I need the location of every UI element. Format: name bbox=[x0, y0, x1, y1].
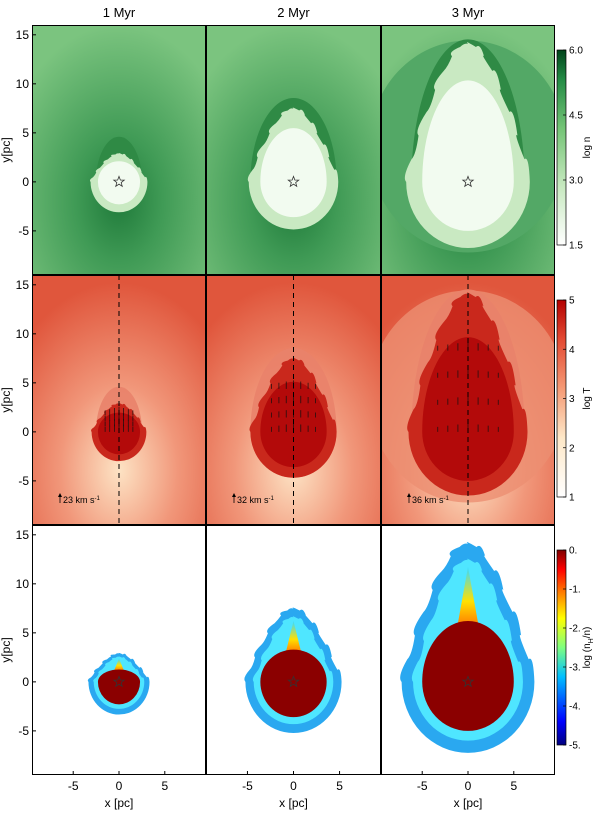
y-tick-label: 5 bbox=[22, 626, 29, 640]
y-tick-label: 15 bbox=[16, 528, 30, 542]
panel-temperature-1: 23 km s-1 bbox=[32, 275, 206, 525]
colorbar-tick-label: 1.5 bbox=[569, 241, 583, 252]
velocity-label: 36 km s-1 bbox=[412, 495, 450, 505]
panel-density-2 bbox=[206, 25, 381, 275]
y-axis-label: y[pc] bbox=[0, 387, 13, 412]
column-title: 3 Myr bbox=[452, 5, 485, 20]
x-tick-label: -5 bbox=[242, 779, 253, 793]
y-tick-label: 0 bbox=[22, 425, 29, 439]
hot-bubble bbox=[97, 161, 141, 205]
panel-frame bbox=[32, 25, 206, 275]
colorbar-scale bbox=[556, 549, 567, 746]
y-tick-label: 0 bbox=[22, 175, 29, 189]
colorbar-tick-label: 6.0 bbox=[569, 46, 583, 57]
panel-background bbox=[32, 525, 206, 775]
hot-bubble bbox=[422, 80, 514, 231]
hot-bubble bbox=[260, 128, 327, 218]
panel-neutral-fraction-2 bbox=[206, 525, 381, 775]
column-title: 2 Myr bbox=[277, 5, 310, 20]
panel-temperature-2: 32 km s-1 bbox=[206, 275, 381, 525]
colorbar-tick-label: 3 bbox=[569, 394, 575, 405]
reference-arrow-head bbox=[58, 493, 62, 497]
panel-density-3 bbox=[381, 25, 555, 275]
hot-bubble bbox=[97, 412, 141, 455]
star-marker bbox=[112, 675, 126, 688]
colorbar-tick-label: 4.5 bbox=[569, 111, 583, 122]
x-tick-label: 0 bbox=[116, 779, 123, 793]
reference-arrow-head bbox=[407, 493, 411, 497]
colorbar-label: log n bbox=[582, 137, 593, 159]
y-tick-label: 15 bbox=[16, 278, 30, 292]
x-axis-label: x [pc] bbox=[454, 796, 483, 810]
velocity-field bbox=[437, 342, 499, 432]
velocity-label: 32 km s-1 bbox=[237, 495, 275, 505]
panel-neutral-fraction-1 bbox=[32, 525, 206, 775]
colorbar-tick-label: 2 bbox=[569, 443, 575, 454]
panel-density-1 bbox=[32, 25, 206, 275]
colorbar-tick-label: -4. bbox=[569, 702, 581, 713]
colorbar-temperature: 5 4 3 2 1 log T bbox=[556, 296, 593, 504]
colorbar-tick-label: 0. bbox=[569, 546, 577, 557]
colorbar-tick-label: 1 bbox=[569, 493, 575, 504]
y-tick-label: 15 bbox=[16, 28, 30, 42]
y-tick-label: 10 bbox=[16, 327, 30, 341]
x-tick-label: -5 bbox=[417, 779, 428, 793]
star-marker bbox=[287, 175, 300, 188]
colorbar-tick-label: -5. bbox=[569, 741, 581, 752]
x-tick-label: 5 bbox=[336, 779, 343, 793]
colorbar-label: log T bbox=[582, 387, 593, 409]
colorbar-label: log (nH/n) bbox=[582, 627, 595, 669]
y-tick-label: 10 bbox=[16, 77, 30, 91]
panel-frame bbox=[206, 25, 381, 275]
panel-frame bbox=[32, 275, 206, 525]
x-tick-label: 0 bbox=[290, 779, 297, 793]
y-tick-label: -5 bbox=[18, 474, 29, 488]
x-tick-label: 5 bbox=[510, 779, 517, 793]
neutral-core bbox=[97, 669, 141, 705]
y-tick-label: -5 bbox=[18, 724, 29, 738]
reference-arrow-head bbox=[232, 493, 236, 497]
colorbar-tick-label: 5 bbox=[569, 296, 575, 307]
colorbar-scale bbox=[556, 49, 567, 246]
neutral-core bbox=[260, 649, 327, 718]
y-tick-label: 5 bbox=[22, 376, 29, 390]
velocity-label: 23 km s-1 bbox=[63, 495, 101, 505]
y-tick-label: 0 bbox=[22, 675, 29, 689]
panel-frame bbox=[206, 275, 381, 525]
column-title: 1 Myr bbox=[103, 5, 136, 20]
colorbar-tick-label: -1. bbox=[569, 585, 581, 596]
x-tick-label: 0 bbox=[465, 779, 472, 793]
y-axis-label: y[pc] bbox=[0, 637, 13, 662]
panel-frame bbox=[381, 275, 555, 525]
colorbar-tick-label: -2. bbox=[569, 624, 581, 635]
hot-bubble bbox=[422, 337, 514, 481]
colorbar-density: 6.0 4.5 3.0 1.5 log n bbox=[556, 46, 593, 252]
star-marker bbox=[112, 175, 126, 188]
y-tick-label: 10 bbox=[16, 577, 30, 591]
x-axis-label: x [pc] bbox=[279, 796, 308, 810]
x-axis-label: x [pc] bbox=[105, 796, 134, 810]
colorbar-tick-label: 4 bbox=[569, 345, 575, 356]
star-marker bbox=[461, 175, 475, 188]
y-tick-label: 5 bbox=[22, 126, 29, 140]
panel-neutral-fraction-3 bbox=[381, 525, 555, 775]
y-axis-label: y[pc] bbox=[0, 137, 13, 162]
panel-frame bbox=[381, 25, 555, 275]
colorbar-tick-label: 3.0 bbox=[569, 176, 583, 187]
panel-temperature-3: 36 km s-1 bbox=[381, 275, 555, 525]
star-marker bbox=[461, 675, 475, 688]
colorbar-neutral-fraction: 0. -1. -2. -3. -4. -5. log (nH/n) bbox=[556, 546, 595, 752]
star-marker bbox=[287, 675, 300, 688]
y-tick-label: -5 bbox=[18, 224, 29, 238]
x-tick-label: 5 bbox=[161, 779, 168, 793]
colorbar-tick-label: -3. bbox=[569, 663, 581, 674]
x-tick-label: -5 bbox=[68, 779, 79, 793]
